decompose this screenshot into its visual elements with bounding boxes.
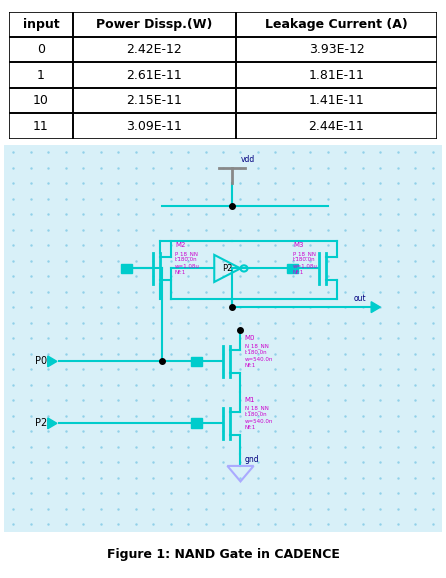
Text: Nf:1: Nf:1	[245, 363, 256, 368]
Text: 10: 10	[33, 94, 49, 107]
Bar	[9, 37, 73, 62]
Text: M2: M2	[175, 242, 185, 248]
Bar	[191, 357, 202, 366]
Text: 1.41E-11: 1.41E-11	[309, 94, 364, 107]
Text: P0: P0	[35, 357, 47, 366]
Text: M1: M1	[245, 397, 256, 403]
Bar	[288, 264, 298, 273]
Text: input: input	[23, 18, 59, 31]
Text: 3.09E-11: 3.09E-11	[127, 120, 182, 132]
Text: 0: 0	[37, 43, 45, 56]
Bar	[9, 88, 73, 113]
Text: P_18_NN: P_18_NN	[175, 251, 199, 257]
Text: Leakage Current (A): Leakage Current (A)	[265, 18, 408, 31]
Bar	[9, 113, 73, 139]
Bar	[9, 62, 73, 88]
Text: 2.15E-11: 2.15E-11	[127, 94, 182, 107]
Text: 1.81E-11: 1.81E-11	[309, 69, 364, 81]
Text: 2.44E-11: 2.44E-11	[309, 120, 364, 132]
Text: 11: 11	[33, 120, 49, 132]
Bar	[236, 62, 437, 88]
Text: l:180.0n: l:180.0n	[175, 257, 198, 262]
Text: l:180.0n: l:180.0n	[245, 350, 268, 355]
Bar	[73, 12, 236, 37]
Bar	[236, 12, 437, 37]
Bar	[73, 113, 236, 139]
Bar	[236, 37, 437, 62]
Text: Power Dissp.(W): Power Dissp.(W)	[96, 18, 213, 31]
Text: P_18_NN: P_18_NN	[293, 251, 317, 257]
Bar	[73, 88, 236, 113]
Bar	[121, 264, 132, 273]
Polygon shape	[371, 302, 380, 313]
Text: M0: M0	[245, 335, 256, 341]
Text: Nf:1: Nf:1	[245, 425, 256, 430]
Bar	[191, 418, 202, 428]
Text: 2.42E-12: 2.42E-12	[127, 43, 182, 56]
Bar	[236, 88, 437, 113]
Bar	[9, 12, 73, 37]
Polygon shape	[48, 418, 57, 429]
Text: gnd: gnd	[245, 455, 260, 464]
Text: 3.93E-12: 3.93E-12	[309, 43, 364, 56]
Text: out: out	[354, 294, 367, 303]
Bar	[236, 113, 437, 139]
Text: l:180.0n: l:180.0n	[245, 412, 268, 417]
Text: M3: M3	[293, 242, 303, 248]
Bar	[73, 37, 236, 62]
Text: 2.61E-11: 2.61E-11	[127, 69, 182, 81]
Text: P2: P2	[222, 264, 232, 273]
Text: Nf:1: Nf:1	[293, 270, 304, 275]
Text: N_18_NN: N_18_NN	[245, 344, 270, 350]
Bar	[73, 62, 236, 88]
Text: w=1.08u: w=1.08u	[293, 264, 318, 269]
Text: w=540.0n: w=540.0n	[245, 418, 273, 424]
Text: Figure 1: NAND Gate in CADENCE: Figure 1: NAND Gate in CADENCE	[107, 549, 339, 561]
Text: w=1.08u: w=1.08u	[175, 264, 200, 269]
Text: P2: P2	[35, 418, 47, 428]
Polygon shape	[48, 356, 57, 367]
Text: Nf:1: Nf:1	[175, 270, 186, 275]
Text: N_18_NN: N_18_NN	[245, 406, 270, 412]
Text: 1: 1	[37, 69, 45, 81]
Text: w=540.0n: w=540.0n	[245, 357, 273, 362]
Text: l:180.0n: l:180.0n	[293, 257, 316, 262]
Text: vdd: vdd	[240, 155, 255, 164]
